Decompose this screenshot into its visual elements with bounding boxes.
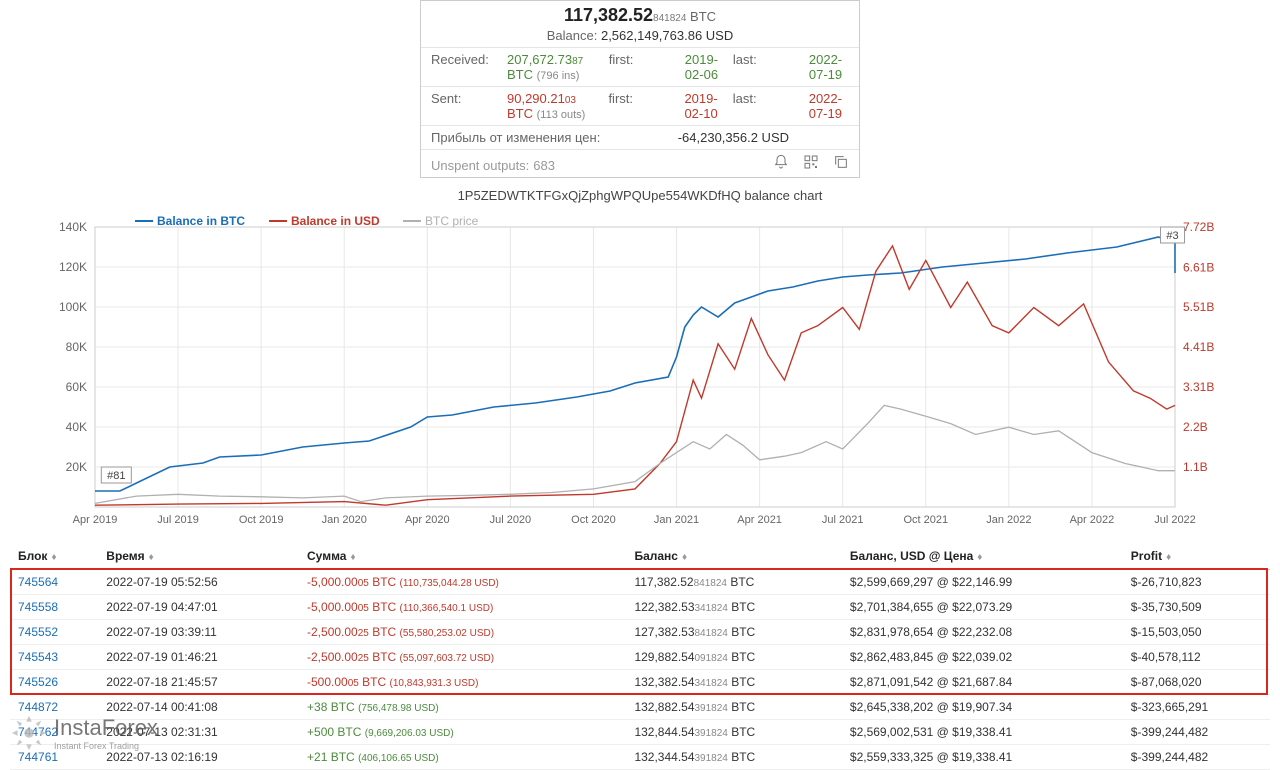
- block-link[interactable]: 745543: [18, 650, 58, 664]
- table-row: 7455522022-07-19 03:39:11-2,500.0025 BTC…: [10, 620, 1270, 645]
- qr-icon[interactable]: [803, 154, 819, 173]
- svg-text:Apr 2020: Apr 2020: [405, 514, 450, 526]
- svg-text:1.1B: 1.1B: [1183, 460, 1208, 474]
- svg-text:Oct 2019: Oct 2019: [239, 514, 284, 526]
- svg-text:40K: 40K: [66, 420, 87, 434]
- table-row: 7447612022-07-13 02:16:19+21 BTC (406,10…: [10, 745, 1270, 770]
- svg-text:100K: 100K: [59, 300, 87, 314]
- table-row: 7448722022-07-14 00:41:08+38 BTC (756,47…: [10, 695, 1270, 720]
- summary-box: 117,382.52841824 BTC Balance: 2,562,149,…: [420, 0, 860, 178]
- svg-text:80K: 80K: [66, 340, 87, 354]
- received-first-link[interactable]: 2019-02-06: [685, 52, 725, 82]
- svg-text:Jan 2022: Jan 2022: [986, 514, 1031, 526]
- col-profit[interactable]: Profit♦: [1123, 543, 1270, 570]
- table-row: 7455262022-07-18 21:45:57-500.0005 BTC (…: [10, 670, 1270, 695]
- svg-text:Balance in BTC: Balance in BTC: [157, 214, 245, 228]
- block-link[interactable]: 745552: [18, 625, 58, 639]
- copy-icon[interactable]: [833, 154, 849, 173]
- svg-text:Apr 2021: Apr 2021: [737, 514, 782, 526]
- balance-chart: 20K 40K 60K 80K 100K 120K 140K 1.1B 2.2B 3.31B 4.4…: [10, 207, 1270, 537]
- col-time[interactable]: Время♦: [98, 543, 299, 570]
- svg-text:#3: #3: [1166, 230, 1178, 242]
- svg-text:6.61B: 6.61B: [1183, 260, 1214, 274]
- bell-icon[interactable]: [773, 154, 789, 173]
- svg-text:Balance in USD: Balance in USD: [291, 214, 380, 228]
- svg-text:7.72B: 7.72B: [1183, 220, 1214, 234]
- svg-text:Jul 2019: Jul 2019: [157, 514, 199, 526]
- block-link[interactable]: 745526: [18, 675, 58, 689]
- block-link[interactable]: 745558: [18, 600, 58, 614]
- svg-text:Jul 2020: Jul 2020: [490, 514, 532, 526]
- svg-text:3.31B: 3.31B: [1183, 380, 1214, 394]
- table-row: 7455432022-07-19 01:46:21-2,500.0025 BTC…: [10, 645, 1270, 670]
- svg-text:Jul 2021: Jul 2021: [822, 514, 864, 526]
- svg-text:5.51B: 5.51B: [1183, 300, 1214, 314]
- table-row: 7447622022-07-13 02:31:31+500 BTC (9,669…: [10, 720, 1270, 745]
- profit-value: -64,230,356.2 USD: [678, 130, 789, 145]
- svg-text:BTC price: BTC price: [425, 214, 479, 228]
- svg-text:140K: 140K: [59, 220, 87, 234]
- watermark: InstaForexInstant Forex Trading: [10, 714, 158, 752]
- svg-text:2.2B: 2.2B: [1183, 420, 1208, 434]
- col-block[interactable]: Блок♦: [10, 543, 98, 570]
- btc-balance: 117,382.52: [564, 5, 653, 25]
- block-link[interactable]: 745564: [18, 575, 58, 589]
- svg-text:Apr 2022: Apr 2022: [1070, 514, 1115, 526]
- svg-text:60K: 60K: [66, 380, 87, 394]
- svg-text:#81: #81: [107, 470, 125, 482]
- svg-text:Jan 2021: Jan 2021: [654, 514, 699, 526]
- svg-text:Jan 2020: Jan 2020: [322, 514, 367, 526]
- block-link[interactable]: 744872: [18, 700, 58, 714]
- svg-text:Jul 2022: Jul 2022: [1154, 514, 1196, 526]
- svg-text:4.41B: 4.41B: [1183, 340, 1214, 354]
- svg-text:Apr 2019: Apr 2019: [73, 514, 118, 526]
- svg-text:Oct 2020: Oct 2020: [571, 514, 616, 526]
- svg-text:20K: 20K: [66, 460, 87, 474]
- sent-last-link[interactable]: 2022-07-19: [809, 91, 849, 121]
- sent-first-link[interactable]: 2019-02-10: [684, 91, 724, 121]
- col-amount[interactable]: Сумма♦: [299, 543, 626, 570]
- usd-balance: 2,562,149,763.86 USD: [601, 28, 733, 43]
- svg-text:Oct 2021: Oct 2021: [903, 514, 948, 526]
- table-row: 7455642022-07-19 05:52:56-5,000.0005 BTC…: [10, 570, 1270, 595]
- col-balance[interactable]: Баланс♦: [626, 543, 841, 570]
- svg-text:120K: 120K: [59, 260, 87, 274]
- table-row: 7455582022-07-19 04:47:01-5,000.0005 BTC…: [10, 595, 1270, 620]
- transactions-table: Блок♦ Время♦ Сумма♦ Баланс♦ Баланс, USD …: [10, 543, 1270, 770]
- received-last-link[interactable]: 2022-07-19: [809, 52, 849, 82]
- col-balance-usd[interactable]: Баланс, USD @ Цена♦: [842, 543, 1123, 570]
- chart-title: 1P5ZEDWTKTFGxQjZphgWPQUpe554WKDfHQ balan…: [10, 188, 1270, 203]
